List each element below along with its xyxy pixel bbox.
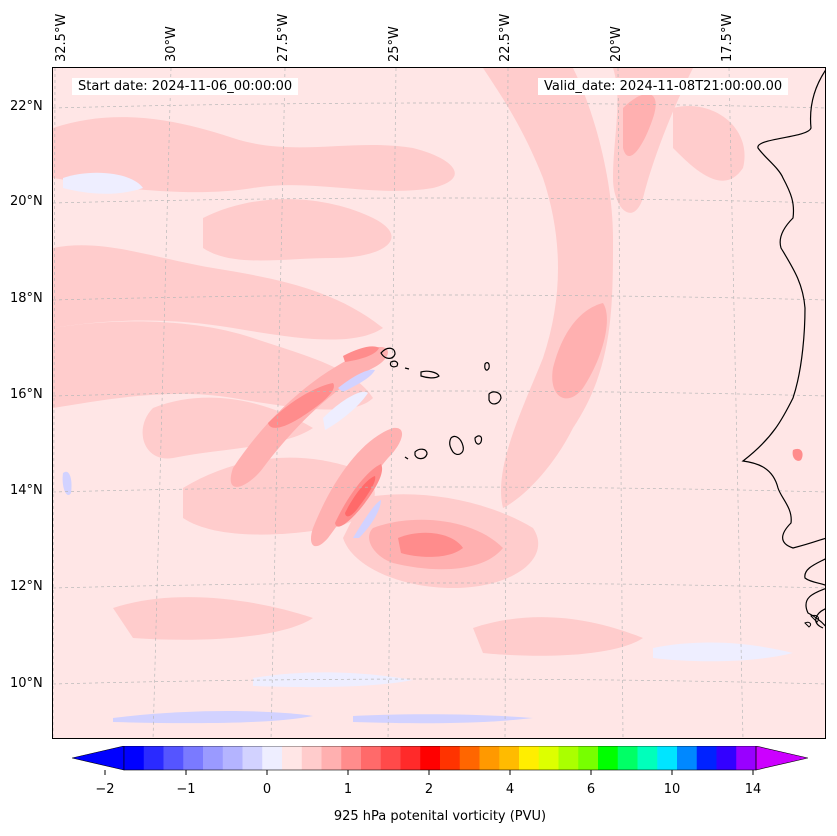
valid-date-label: Valid_date: 2024-11-08T21:00:00.00 xyxy=(538,78,789,95)
colorbar-segment xyxy=(203,746,224,770)
colorbar-segment xyxy=(242,746,263,770)
map-panel xyxy=(52,67,826,739)
colorbar-over-arrow xyxy=(755,746,808,771)
colorbar-segment xyxy=(163,746,184,770)
lon-label-17-5w: 17.5°W xyxy=(720,13,735,62)
colorbar-tick: 1 xyxy=(343,782,353,797)
lon-label-32-5w: 32.5°W xyxy=(54,13,69,62)
colorbar-segment xyxy=(538,746,559,770)
colorbar-segment xyxy=(420,746,441,770)
africa-coastline xyxy=(741,69,825,549)
colorbar-segment xyxy=(716,746,737,770)
colorbar-tick: 0 xyxy=(262,782,272,797)
colorbar-border xyxy=(123,746,757,771)
colorbar-segment xyxy=(677,746,698,770)
colorbar-segment xyxy=(736,746,757,770)
colorbar-segment xyxy=(143,746,164,770)
colorbar-segment xyxy=(183,746,204,770)
colorbar-segment xyxy=(558,746,579,770)
lat-label-16n: 16°N xyxy=(10,387,43,402)
lon-label-25w: 25°W xyxy=(387,26,402,62)
lon-label-27-5w: 27.5°W xyxy=(276,13,291,62)
colorbar-under-arrow xyxy=(72,746,125,771)
colorbar-tick: 14 xyxy=(744,782,762,797)
colorbar-tick: 2 xyxy=(424,782,434,797)
lat-label-20n: 20°N xyxy=(10,194,43,209)
lat-label-18n: 18°N xyxy=(10,291,43,306)
colorbar-segment xyxy=(598,746,619,770)
colorbar-segment xyxy=(696,746,717,770)
pv-contour-negative xyxy=(62,369,533,724)
lon-label-22-5w: 22.5°W xyxy=(498,13,513,62)
colorbar-segment xyxy=(282,746,303,770)
colorbar-segment xyxy=(440,746,461,770)
lon-label-30w: 30°W xyxy=(164,26,179,62)
lat-label-14n: 14°N xyxy=(10,483,43,498)
colorbar xyxy=(72,746,808,775)
colorbar-segment xyxy=(321,746,342,770)
pv-contour-slightly-negative xyxy=(63,172,793,688)
lat-label-10n: 10°N xyxy=(10,676,43,691)
guinea-bissau-coastline xyxy=(805,588,825,629)
colorbar-segment xyxy=(499,746,520,770)
lat-label-22n: 22°N xyxy=(10,99,43,114)
colorbar-segment xyxy=(617,746,638,770)
colorbar-segment xyxy=(262,746,283,770)
colorbar-segment xyxy=(479,746,500,770)
coastal-pv-spot xyxy=(792,448,803,461)
colorbar-segment xyxy=(637,746,658,770)
colorbar-segment xyxy=(222,746,243,770)
colorbar-tick: 6 xyxy=(586,782,596,797)
colorbar-segment xyxy=(519,746,540,770)
colorbar-segment xyxy=(341,746,362,770)
colorbar-segment xyxy=(657,746,678,770)
colorbar-segment xyxy=(301,746,322,770)
colorbar-label: 925 hPa potenital vorticity (PVU) xyxy=(333,809,547,824)
colorbar-tick: 4 xyxy=(505,782,515,797)
colorbar-segment xyxy=(400,746,421,770)
colorbar-tick: −1 xyxy=(176,782,196,797)
graticule xyxy=(53,68,825,738)
lat-label-12n: 12°N xyxy=(10,579,43,594)
pv-contour-peak xyxy=(345,476,376,517)
colorbar-segment xyxy=(380,746,401,770)
colorbar-tick: 10 xyxy=(663,782,681,797)
bijagos-islands xyxy=(804,615,820,628)
colorbar-segment xyxy=(361,746,382,770)
colorbar-segment xyxy=(459,746,480,770)
start-date-label: Start date: 2024-11-06_00:00:00 xyxy=(72,78,299,95)
lon-label-20w: 20°W xyxy=(609,26,624,62)
colorbar-segment xyxy=(578,746,599,770)
gambia-coastline xyxy=(804,558,825,586)
cape-verde-islands xyxy=(380,347,502,460)
colorbar-segment xyxy=(124,746,145,770)
colorbar-tick: −2 xyxy=(95,782,115,797)
pv-field-map xyxy=(53,68,825,738)
